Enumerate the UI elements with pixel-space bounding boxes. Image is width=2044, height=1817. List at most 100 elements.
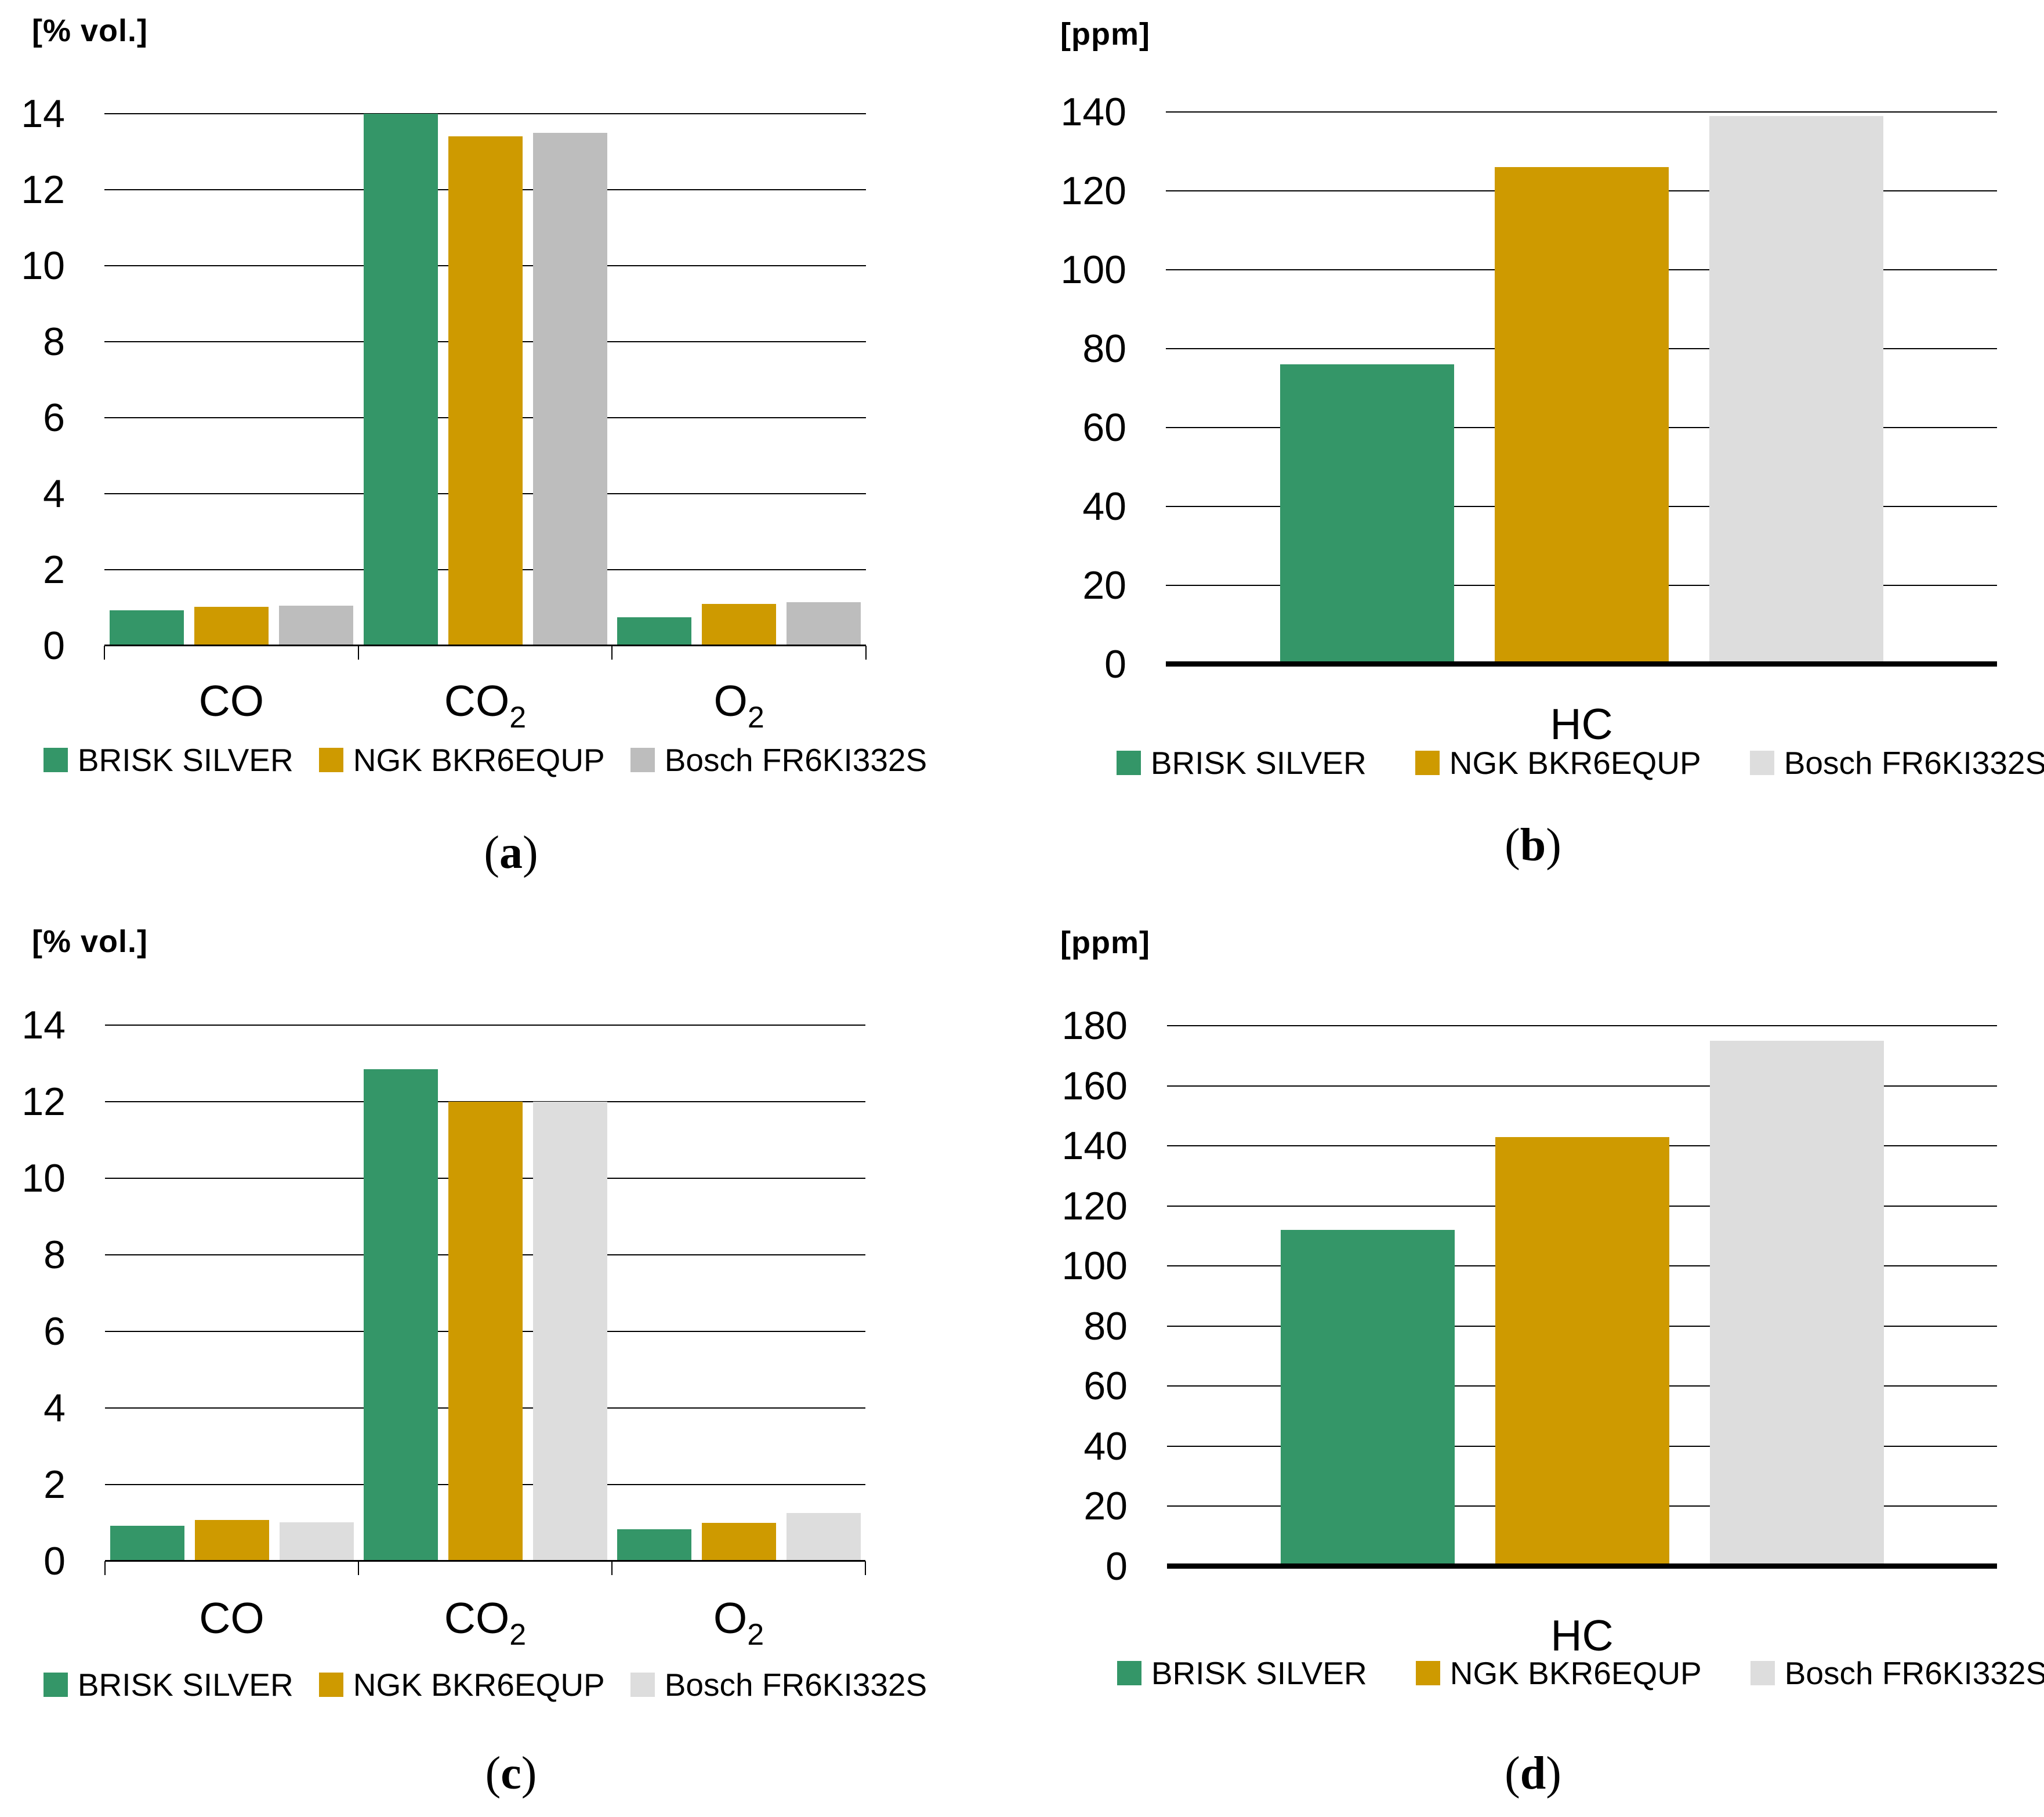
x-axis-tick [865, 646, 867, 660]
y-tick-label-8: 8 [44, 1233, 66, 1277]
y-tick-label-40: 40 [1083, 1424, 1128, 1468]
caption-paren: ( [485, 1748, 501, 1799]
caption-paren: ( [1505, 1748, 1520, 1799]
bar-bosch-fr6ki332s-co2 [532, 1102, 607, 1561]
bar-ngk-bkr6equp-hc [1495, 1136, 1669, 1566]
y-tick-label-20: 20 [1083, 1484, 1128, 1529]
caption-letter: a [499, 827, 523, 878]
legend-c: BRISK SILVER NGK BKR6EQUP Bosch FR6KI332S [43, 1666, 927, 1703]
gridline-y-14 [104, 113, 866, 114]
y-axis-unit-label-d: [ppm] [1060, 925, 1150, 960]
y-tick-label-0: 0 [1104, 642, 1126, 686]
bar-brisk-silver-o2 [617, 617, 692, 646]
y-tick-label-6: 6 [44, 1309, 66, 1353]
y-tick-label-0: 0 [1106, 1544, 1128, 1588]
category-subscript: 2 [747, 1618, 764, 1652]
y-tick-label-2: 2 [43, 548, 65, 592]
category-label-co: CO [199, 1594, 264, 1642]
legend-label: Bosch FR6KI332S [664, 742, 927, 778]
y-tick-label-8: 8 [43, 320, 65, 364]
chart-a: [% vol.] 0 2 4 6 8 10 12 14 CO CO2 O2 BRISK SILVE… [0, 0, 1022, 908]
bar-bosch-fr6ki332s-hc [1709, 115, 1883, 664]
y-tick-label-140: 140 [1061, 1124, 1128, 1168]
y-tick-label-180: 180 [1061, 1004, 1128, 1048]
category-label-co2: CO [444, 1594, 510, 1642]
y-tick-label-120: 120 [1061, 1183, 1128, 1228]
legend-item-ngk-bkr6equp: NGK BKR6EQUP [318, 741, 605, 779]
bar-ngk-bkr6equp-co2 [448, 136, 523, 646]
chart-c: [% vol.] 0 2 4 6 8 10 12 14 CO CO2 O2 BRISK SILVE… [0, 908, 1022, 1817]
category-label: O2 [714, 676, 764, 735]
plot-area-c: 0 2 4 6 8 10 12 14 [21, 1005, 866, 1581]
caption-paren: ( [484, 827, 499, 878]
gridline-y-140 [1166, 111, 1997, 113]
x-axis-tick [611, 1561, 613, 1575]
caption-b: (b) [1022, 819, 2044, 872]
caption-a: (a) [0, 827, 1022, 879]
x-axis-tick [104, 1561, 106, 1575]
category-subscript: 2 [509, 701, 527, 734]
legend-item-bosch-fr6ki332s: Bosch FR6KI332S [1749, 744, 2044, 781]
legend-label: BRISK SILVER [77, 742, 293, 778]
legend-item-brisk-silver: BRISK SILVER [1117, 1655, 1367, 1692]
x-axis-tick [358, 1561, 359, 1575]
legend-swatch-icon [1116, 751, 1141, 775]
category-label: O2 [713, 1593, 764, 1652]
x-axis-tick [865, 1561, 866, 1575]
legend-a: BRISK SILVER NGK BKR6EQUP Bosch FR6KI332S [43, 741, 927, 779]
category-label: CO [199, 676, 264, 726]
bar-brisk-silver-co [110, 1526, 184, 1561]
caption-paren: ( [1505, 820, 1520, 871]
legend-item-brisk-silver: BRISK SILVER [1116, 744, 1367, 781]
y-axis-unit-label-c: [% vol.] [32, 924, 148, 959]
gridline-y-14 [105, 1025, 865, 1026]
legend-label: BRISK SILVER [1150, 745, 1367, 781]
caption-letter: d [1520, 1748, 1546, 1799]
chart-b: [ppm] 0 20 40 60 80 100 120 140 HC BRISK SILVER… [1022, 0, 2044, 908]
legend-swatch-icon [43, 748, 68, 772]
x-axis-line [1166, 661, 1997, 667]
caption-paren: ) [521, 1748, 537, 1799]
y-tick-label-0: 0 [44, 1539, 66, 1583]
y-tick-label-10: 10 [21, 244, 65, 288]
bar-brisk-silver-co [109, 610, 184, 646]
y-tick-label-4: 4 [44, 1386, 66, 1430]
bar-bosch-fr6ki332s-co [278, 605, 353, 646]
category-label-o2: O [713, 1594, 748, 1642]
bar-brisk-silver-o2 [617, 1529, 691, 1561]
legend-item-brisk-silver: BRISK SILVER [43, 1666, 293, 1703]
y-tick-label-20: 20 [1082, 563, 1126, 607]
category-label-hc: HC [1550, 1611, 1614, 1660]
y-axis-unit-label-a: [% vol.] [32, 13, 148, 48]
category-label-o2: O [713, 676, 748, 725]
plot-area-d: 0 20 40 60 80 100 120 140 160 180 [1062, 1006, 1997, 1586]
legend-swatch-icon [1117, 1661, 1141, 1685]
caption-letter: c [501, 1748, 521, 1799]
y-tick-label-40: 40 [1082, 484, 1126, 529]
legend-label: BRISK SILVER [1151, 1655, 1367, 1691]
y-tick-label-60: 60 [1082, 406, 1126, 450]
gridline-y-180 [1167, 1025, 1997, 1026]
legend-label: BRISK SILVER [77, 1667, 293, 1703]
legend-label: NGK BKR6EQUP [1449, 745, 1701, 781]
legend-label: NGK BKR6EQUP [1449, 1655, 1702, 1691]
bar-ngk-bkr6equp-co [194, 1520, 269, 1561]
legend-item-bosch-fr6ki332s: Bosch FR6KI332S [630, 741, 927, 779]
y-tick-label-120: 120 [1060, 169, 1126, 213]
bar-ngk-bkr6equp-o2 [702, 603, 777, 646]
caption-letter: b [1520, 820, 1546, 871]
legend-swatch-icon [1415, 751, 1440, 775]
category-label: CO2 [444, 1593, 526, 1652]
plot-area-a: 0 2 4 6 8 10 12 14 [21, 94, 867, 665]
x-axis-line [104, 645, 866, 646]
legend-label: NGK BKR6EQUP [353, 1667, 605, 1703]
y-axis-unit-label-b: [ppm] [1060, 17, 1150, 52]
category-subscript: 2 [747, 701, 764, 734]
y-tick-label-12: 12 [21, 1080, 66, 1124]
y-tick-label-6: 6 [43, 396, 65, 440]
caption-paren: ) [523, 827, 538, 878]
bar-ngk-bkr6equp-co2 [448, 1102, 523, 1561]
legend-label: Bosch FR6KI332S [664, 1667, 927, 1703]
legend-label: Bosch FR6KI332S [1784, 745, 2044, 781]
legend-swatch-icon [43, 1673, 68, 1697]
